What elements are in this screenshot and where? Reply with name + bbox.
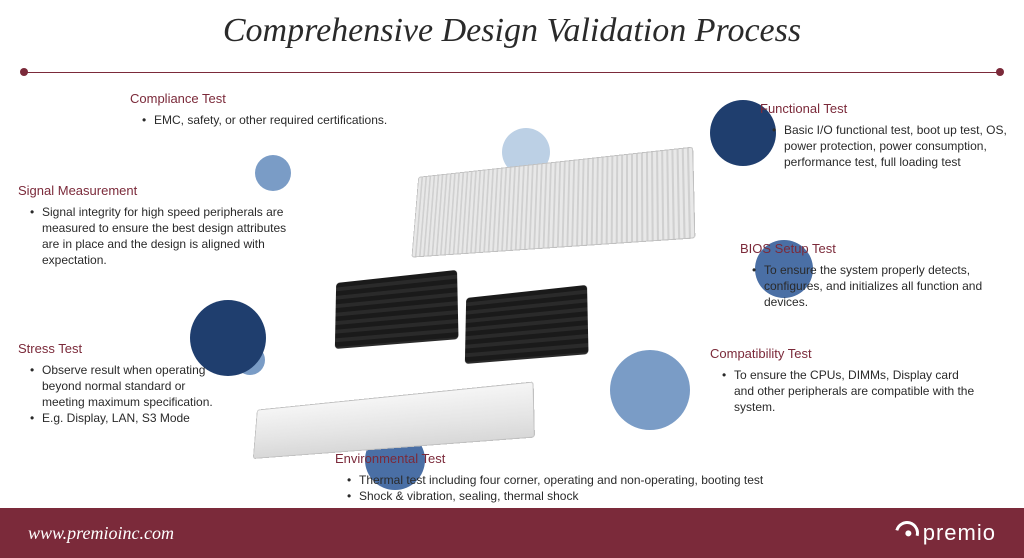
section-environmental: Environmental Test Thermal test including… xyxy=(335,450,835,504)
brand-name: premio xyxy=(923,520,996,546)
bullet-item: Observe result when operating beyond nor… xyxy=(30,362,228,411)
footer-bar: www.premioinc.com premio xyxy=(0,508,1024,558)
bullet-item: To ensure the system properly detects, c… xyxy=(752,262,1000,311)
page-title: Comprehensive Design Validation Process xyxy=(0,0,1024,50)
hardware-shape xyxy=(253,381,535,459)
section-title: Signal Measurement xyxy=(18,182,288,200)
section-bullets: Observe result when operating beyond nor… xyxy=(18,362,228,427)
rule-dot-right xyxy=(996,68,1004,76)
section-stress: Stress Test Observe result when operating… xyxy=(18,340,228,426)
section-bullets: Basic I/O functional test, boot up test,… xyxy=(760,122,1010,171)
section-signal: Signal Measurement Signal integrity for h… xyxy=(18,182,288,268)
bullet-item: Basic I/O functional test, boot up test,… xyxy=(772,122,1010,171)
title-rule xyxy=(24,72,1000,73)
logo-swoosh-icon xyxy=(890,517,923,550)
brand-logo: premio xyxy=(895,520,996,546)
bullet-item: Shock & vibration, sealing, thermal shoc… xyxy=(347,488,835,504)
hardware-shape xyxy=(412,147,696,258)
bullet-item: E.g. Display, LAN, S3 Mode xyxy=(30,410,228,426)
hardware-mini-pc xyxy=(330,275,460,345)
section-bios: BIOS Setup Test To ensure the system prop… xyxy=(740,240,1000,310)
footer-url: www.premioinc.com xyxy=(28,523,174,544)
section-bullets: EMC, safety, or other required certifica… xyxy=(130,112,450,128)
bullet-item: Signal integrity for high speed peripher… xyxy=(30,204,288,269)
section-title: Functional Test xyxy=(760,100,1010,118)
bullet-item: EMC, safety, or other required certifica… xyxy=(142,112,450,128)
section-functional: Functional Test Basic I/O functional test… xyxy=(760,100,1010,170)
decor-circle xyxy=(610,350,690,430)
hardware-shape xyxy=(465,285,589,364)
section-compliance: Compliance Test EMC, safety, or other req… xyxy=(130,90,450,128)
rule-dot-left xyxy=(20,68,28,76)
section-title: Environmental Test xyxy=(335,450,835,468)
section-title: Stress Test xyxy=(18,340,228,358)
hardware-rack-1u xyxy=(235,395,535,450)
section-title: Compliance Test xyxy=(130,90,450,108)
bullet-item: Thermal test including four corner, oper… xyxy=(347,472,835,488)
bullet-item: To ensure the CPUs, DIMMs, Display card … xyxy=(722,367,980,416)
hardware-rack-tall xyxy=(395,160,695,250)
section-title: BIOS Setup Test xyxy=(740,240,1000,258)
hardware-mini-pc xyxy=(460,290,590,360)
section-bullets: To ensure the system properly detects, c… xyxy=(740,262,1000,311)
section-compatibility: Compatibility Test To ensure the CPUs, DI… xyxy=(710,345,980,415)
hardware-shape xyxy=(335,270,459,349)
section-bullets: To ensure the CPUs, DIMMs, Display card … xyxy=(710,367,980,416)
section-title: Compatibility Test xyxy=(710,345,980,363)
section-bullets: Thermal test including four corner, oper… xyxy=(335,472,835,504)
section-bullets: Signal integrity for high speed peripher… xyxy=(18,204,288,269)
